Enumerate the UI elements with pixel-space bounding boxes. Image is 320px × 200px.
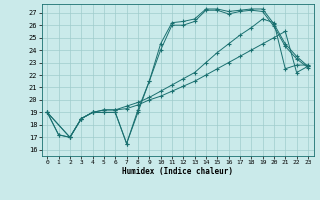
- X-axis label: Humidex (Indice chaleur): Humidex (Indice chaleur): [122, 167, 233, 176]
